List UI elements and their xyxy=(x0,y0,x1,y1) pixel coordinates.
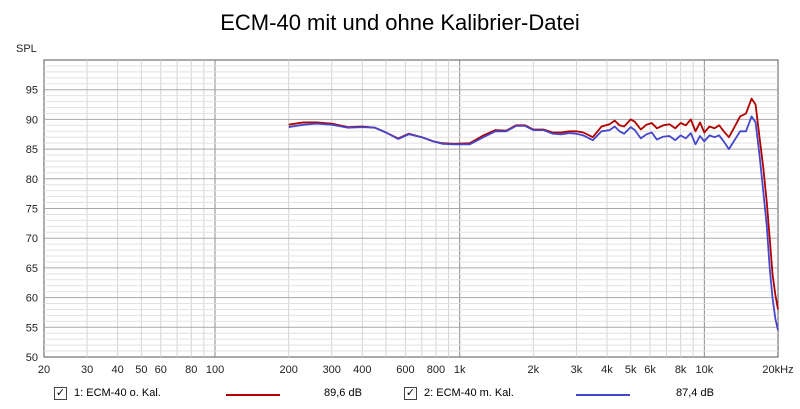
x-tick-label: 2k xyxy=(528,364,540,376)
x-tick-label: 200 xyxy=(279,364,297,376)
legend: ✓ 1: ECM-40 o. Kal. 89,6 dB ✓ 2: ECM-40 … xyxy=(0,384,800,406)
y-tick-label: 95 xyxy=(26,85,38,97)
x-tick-label: 60 xyxy=(155,364,167,376)
y-axis-label: SPL xyxy=(16,43,37,55)
x-tick-label: 100 xyxy=(206,364,224,376)
y-tick-label: 55 xyxy=(26,322,38,334)
y-tick-label: 70 xyxy=(26,233,38,245)
x-tick-label: 3k xyxy=(571,364,583,376)
x-tick-label: 4k xyxy=(601,364,613,376)
x-tick-label: 600 xyxy=(396,364,414,376)
legend-series-2-value: 87,4 dB xyxy=(676,387,714,399)
series-2-checkbox[interactable]: ✓ xyxy=(404,387,417,400)
y-tick-label: 60 xyxy=(26,293,38,305)
y-tick-label: 65 xyxy=(26,263,38,275)
x-tick-label: 80 xyxy=(185,364,197,376)
x-tick-label: 800 xyxy=(427,364,445,376)
legend-series-1-name: 1: ECM-40 o. Kal. xyxy=(74,387,161,399)
series-lines xyxy=(288,97,779,331)
y-tick-label: 50 xyxy=(26,352,38,364)
x-tick-label: 400 xyxy=(353,364,371,376)
legend-series-2-swatch xyxy=(576,394,630,396)
tick-labels: 20 30 40 50 60 80 100 200 300 400 600 800 1k 2k 3k 4k 5k… xyxy=(26,85,794,376)
series-line-2 xyxy=(288,115,779,331)
legend-series-1-value: 89,6 dB xyxy=(324,387,362,399)
grid xyxy=(44,60,778,357)
x-tick-label: 40 xyxy=(112,364,124,376)
x-tick-label: 5k xyxy=(625,364,637,376)
x-tick-label: 10k xyxy=(695,364,713,376)
x-tick-label: 50 xyxy=(135,364,147,376)
x-tick-label: 8k xyxy=(675,364,687,376)
x-tick-label: 1k xyxy=(454,364,466,376)
chart-title: ECM-40 mit und ohne Kalibrier-Datei xyxy=(220,10,580,35)
x-tick-label: 300 xyxy=(323,364,341,376)
y-tick-label: 90 xyxy=(26,114,38,126)
legend-series-1-swatch xyxy=(226,394,280,396)
x-tick-label: 20 xyxy=(38,364,50,376)
y-tick-label: 80 xyxy=(26,174,38,186)
y-tick-label: 75 xyxy=(26,204,38,216)
x-tick-label: 20kHz xyxy=(762,364,793,376)
y-tick-label: 85 xyxy=(26,144,38,156)
x-tick-label: 6k xyxy=(644,364,656,376)
legend-series-2-name: 2: ECM-40 m. Kal. xyxy=(424,387,514,399)
x-tick-label: 30 xyxy=(81,364,93,376)
series-1-checkbox[interactable]: ✓ xyxy=(54,387,67,400)
